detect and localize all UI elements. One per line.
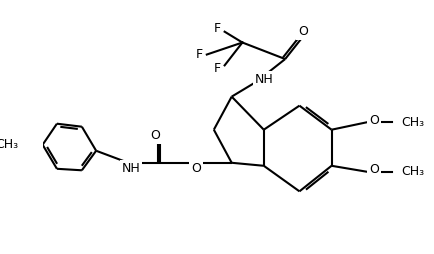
- Text: CH₃: CH₃: [400, 165, 423, 178]
- Text: O: O: [150, 129, 160, 142]
- Text: O: O: [297, 25, 307, 39]
- Text: CH₃: CH₃: [400, 116, 423, 129]
- Text: NH: NH: [121, 162, 140, 175]
- Text: CH₃: CH₃: [0, 138, 19, 151]
- Text: F: F: [196, 48, 203, 61]
- Text: O: O: [368, 164, 378, 177]
- Text: F: F: [214, 23, 220, 36]
- Text: O: O: [191, 162, 201, 175]
- Text: O: O: [368, 114, 378, 127]
- Text: F: F: [214, 61, 220, 75]
- Text: NH: NH: [254, 73, 273, 86]
